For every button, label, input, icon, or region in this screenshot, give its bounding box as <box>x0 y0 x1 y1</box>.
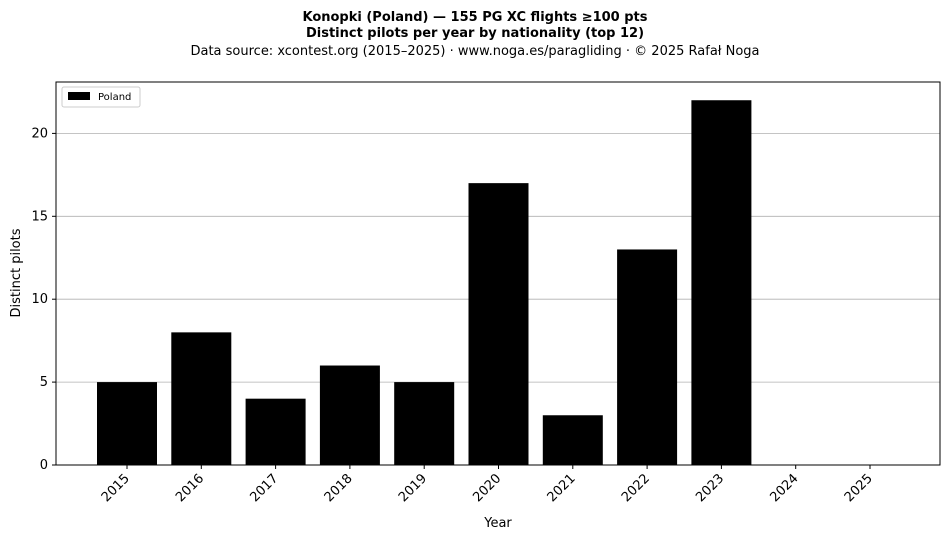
bar-2021 <box>542 415 603 465</box>
x-tick-label: 2019 <box>396 471 430 505</box>
x-tick-label: 2018 <box>322 471 356 505</box>
legend: Poland <box>61 86 141 108</box>
x-tick-label: 2024 <box>768 471 802 505</box>
chart-title: Konopki (Poland) — 155 PG XC flights ≥10… <box>302 10 647 25</box>
y-tick-label: 0 <box>40 458 48 473</box>
y-tick-label: 10 <box>31 292 48 307</box>
x-tick-label: 2025 <box>842 471 876 505</box>
bar-2020 <box>468 183 529 465</box>
bar-2016 <box>171 332 232 465</box>
bars <box>97 100 752 465</box>
bar-2017 <box>245 398 306 465</box>
x-tick-label: 2016 <box>173 471 207 505</box>
x-axis: 2015 2016 2017 2018 2019 2020 2021 2022 2023 2024… <box>99 465 876 505</box>
bar-2019 <box>394 382 455 465</box>
bar-2015 <box>97 382 157 465</box>
x-tick-label: 2021 <box>545 471 579 505</box>
y-axis: 0 5 10 15 20 <box>31 126 56 473</box>
y-axis-label: Distinct pilots <box>9 228 24 317</box>
bar-2023 <box>691 100 752 465</box>
legend-label-poland: Poland <box>98 92 131 103</box>
y-tick-label: 20 <box>31 126 48 141</box>
x-tick-label: 2020 <box>470 471 504 505</box>
x-tick-label: 2017 <box>247 471 281 505</box>
x-tick-label: 2015 <box>99 471 133 505</box>
bar-2022 <box>617 249 678 465</box>
x-axis-label: Year <box>483 516 512 531</box>
x-tick-label: 2022 <box>619 471 653 505</box>
chart-subtitle: Distinct pilots per year by nationality … <box>306 26 644 41</box>
chart-source: Data source: xcontest.org (2015–2025) · … <box>190 44 759 59</box>
plot-frame <box>55 81 941 466</box>
y-tick-label: 15 <box>31 209 48 224</box>
x-tick-label: 2023 <box>693 471 727 505</box>
bar-2018 <box>319 365 380 465</box>
legend-swatch-poland <box>68 92 90 100</box>
y-tick-label: 5 <box>40 375 48 390</box>
